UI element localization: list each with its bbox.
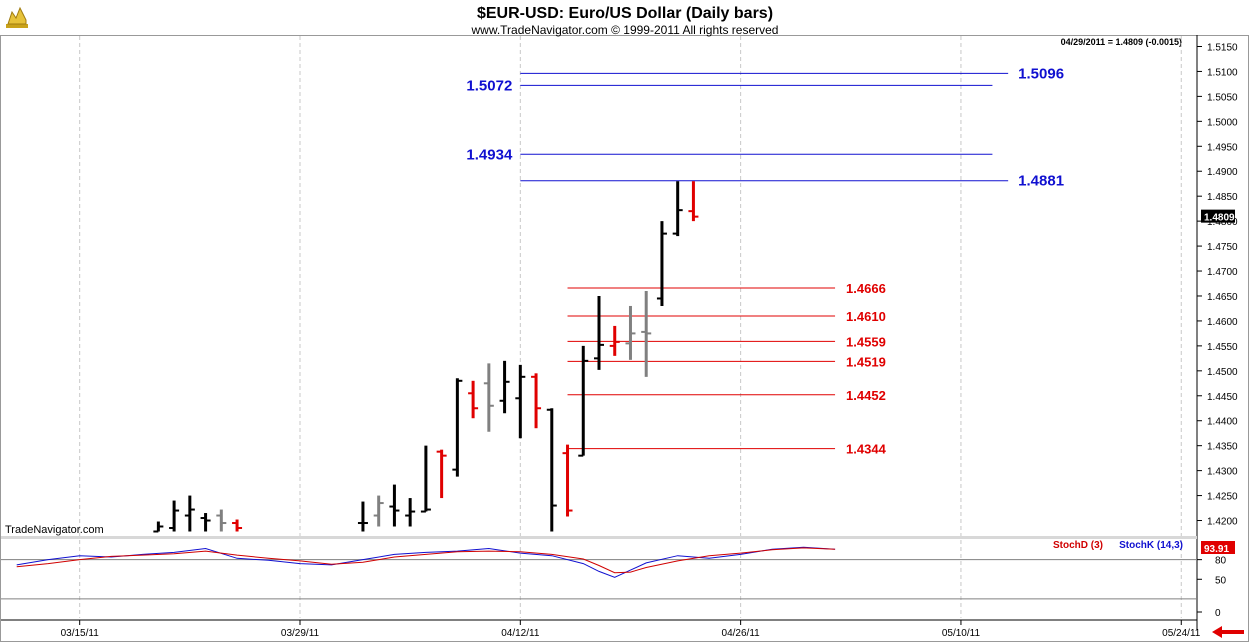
price-tick-label: 1.4450 xyxy=(1207,392,1238,403)
price-tick-label: 1.4400 xyxy=(1207,417,1238,428)
ohlc-bar xyxy=(169,500,180,532)
ohlc-bar xyxy=(515,364,526,439)
ohlc-bar xyxy=(405,498,416,527)
ohlc-bar xyxy=(436,449,447,499)
ohlc-bar xyxy=(468,380,479,419)
ohlc-bar xyxy=(562,444,573,517)
ohlc-bar xyxy=(499,360,510,414)
ohlc-bar xyxy=(200,513,211,532)
fib-level-blue-label: 1.4934 xyxy=(466,146,513,163)
price-tick-label: 1.4350 xyxy=(1207,442,1238,453)
last-price-label: 1.4809 xyxy=(1204,213,1235,224)
price-tick-label: 1.4750 xyxy=(1207,242,1238,253)
ohlc-bars xyxy=(153,181,699,533)
price-tick-label: 1.4500 xyxy=(1207,367,1238,378)
stoch-d-line xyxy=(16,547,836,574)
price-tick-label: 1.5150 xyxy=(1207,42,1238,53)
ohlc-bar xyxy=(357,501,368,532)
ohlc-bar xyxy=(656,221,667,306)
ohlc-bar xyxy=(578,345,589,457)
ohlc-bar xyxy=(546,408,557,532)
ohlc-bar xyxy=(373,495,384,527)
chart-title: $EUR-USD: Euro/US Dollar (Daily bars) xyxy=(477,5,773,22)
ohlc-bar xyxy=(641,290,652,377)
price-tick-label: 1.5050 xyxy=(1207,92,1238,103)
fib-level-red-label: 1.4519 xyxy=(846,354,886,369)
fib-level-blue-label: 1.5072 xyxy=(466,77,512,94)
fib-level-red-label: 1.4666 xyxy=(846,281,886,296)
stoch-k-line xyxy=(16,546,836,578)
osc-tick-label: 0 xyxy=(1215,608,1221,619)
fib-level-red-label: 1.4344 xyxy=(846,442,887,457)
stoch-k-legend: StochK (14,3) xyxy=(1119,540,1183,551)
price-tick-label: 1.4900 xyxy=(1207,167,1238,178)
fib-level-blue-label: 1.5096 xyxy=(1018,65,1064,82)
fibonacci-levels: 1.5096 1.5072 1.4934 1.4881 1.4666 1.4610 1.45… xyxy=(466,65,1064,456)
ohlc-bar xyxy=(625,305,636,360)
osc-tick-label: 80 xyxy=(1215,556,1227,567)
vertical-grid xyxy=(79,36,1182,618)
ohlc-bar xyxy=(389,484,400,527)
price-tick-label: 1.4200 xyxy=(1207,517,1238,528)
date-axis: 03/15/11 03/29/11 04/12/11 04/26/11 05/10/11… xyxy=(1,619,1201,639)
fib-level-red-label: 1.4559 xyxy=(846,334,886,349)
ohlc-bar xyxy=(420,445,431,513)
price-tick-label: 1.5100 xyxy=(1207,67,1238,78)
price-tick-label: 1.4550 xyxy=(1207,342,1238,353)
date-tick-label: 04/26/11 xyxy=(722,628,761,639)
price-tick-label: 1.4700 xyxy=(1207,267,1238,278)
stoch-d-legend: StochD (3) xyxy=(1053,540,1103,551)
osc-value-label: 93.91 xyxy=(1204,544,1229,555)
price-tick-label: 1.4250 xyxy=(1207,492,1238,503)
ohlc-bar xyxy=(531,373,542,429)
ohlc-bar xyxy=(153,521,164,533)
price-axis: 1.5150 1.5100 1.5050 1.5000 1.4950 1.4900 1.48… xyxy=(1196,35,1238,630)
last-quote: 04/29/2011 = 1.4809 (-0.0015) xyxy=(1061,37,1182,47)
date-tick-label: 03/29/11 xyxy=(281,628,320,639)
ohlc-bar xyxy=(452,378,463,477)
price-tick-label: 1.4300 xyxy=(1207,467,1238,478)
fib-level-blue-label: 1.4881 xyxy=(1018,173,1064,190)
ohlc-bar xyxy=(688,181,699,222)
ohlc-bar xyxy=(184,495,195,532)
price-tick-label: 1.4600 xyxy=(1207,317,1238,328)
ohlc-bar xyxy=(672,181,683,237)
price-tick-label: 1.5000 xyxy=(1207,117,1238,128)
last-price-tag xyxy=(1201,209,1235,223)
date-tick-label: 05/24/11 xyxy=(1162,628,1201,639)
ohlc-bar xyxy=(483,363,494,432)
pane-divider[interactable] xyxy=(1,536,1197,539)
ohlc-bar xyxy=(609,325,620,356)
price-tick-label: 1.4950 xyxy=(1207,142,1238,153)
stochastic-pane: 80 50 0 StochD (3) StochK (14,3) 93.91 xyxy=(1,540,1235,619)
date-tick-label: 05/10/11 xyxy=(942,628,981,639)
ohlc-bar xyxy=(594,295,604,370)
red-left-arrow-icon[interactable] xyxy=(1212,626,1244,638)
price-tick-label: 1.4850 xyxy=(1207,192,1238,203)
fib-level-red-label: 1.4452 xyxy=(846,388,886,403)
watermark: TradeNavigator.com xyxy=(5,524,104,536)
osc-tick-label: 50 xyxy=(1215,575,1227,586)
ohlc-bar xyxy=(232,519,243,532)
chart-frame xyxy=(0,35,1249,642)
gold-chart-logo-icon[interactable] xyxy=(4,4,30,30)
date-tick-label: 04/12/11 xyxy=(501,628,540,639)
date-tick-label: 03/15/11 xyxy=(61,628,100,639)
osc-value-tag xyxy=(1201,541,1235,554)
ohlc-bar xyxy=(216,509,227,532)
chart-subtitle: www.TradeNavigator.com © 1999-2011 All r… xyxy=(471,23,779,37)
fib-level-red-label: 1.4610 xyxy=(846,309,886,324)
price-tick-label: 1.4650 xyxy=(1207,292,1238,303)
